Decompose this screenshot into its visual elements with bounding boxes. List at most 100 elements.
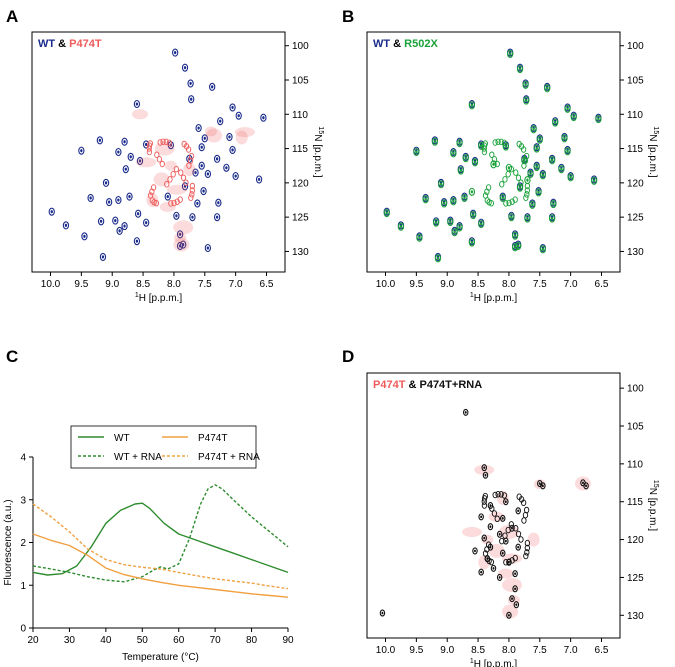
peak-r502x — [462, 154, 469, 163]
peak-wt — [102, 178, 110, 187]
peak-core-r502x — [550, 216, 554, 221]
peak-wt — [209, 82, 216, 91]
peak-p474t — [173, 237, 190, 252]
panel-a-title-amp: & — [55, 38, 69, 50]
peak-r502x — [511, 231, 519, 240]
peak-wt — [127, 152, 134, 161]
peak-wt — [97, 217, 105, 226]
peak-core-r502x — [541, 247, 545, 251]
peak-r502x — [432, 218, 440, 227]
peak-core-p474t-rna — [473, 549, 476, 553]
panel-c-letter: C — [6, 347, 18, 366]
panel-b-title: WT & R502X — [373, 38, 438, 50]
peak-p474t-rna — [512, 585, 518, 593]
peak-cluster — [484, 188, 490, 196]
peak-cluster — [159, 160, 165, 168]
peak-wt — [112, 216, 119, 225]
peak-r502x — [471, 158, 479, 167]
peak-core-wt — [117, 198, 120, 202]
peak-r502x — [533, 144, 540, 153]
y-axis-label: 15N [p.p.m.] — [647, 480, 659, 531]
legend-label-p474t: P474T — [198, 433, 227, 444]
peak-p474t — [174, 232, 187, 243]
y-axis-label: Fluorescence (a.u.) — [3, 499, 14, 585]
peak-cluster — [185, 146, 192, 153]
x-tick-label: 8.5 — [471, 279, 485, 290]
peak-cluster — [177, 196, 183, 203]
peak-r502x — [533, 163, 540, 172]
peak-cluster — [491, 510, 498, 517]
peak-core-r502x — [572, 115, 575, 119]
peak-r502x — [468, 101, 476, 110]
peak-cluster — [188, 152, 195, 160]
panel-d-frame — [366, 372, 621, 639]
peak-wt — [164, 192, 171, 201]
panel-b-title-amp: & — [390, 38, 404, 50]
peak-cluster — [174, 198, 180, 205]
peak-core-wt — [118, 229, 121, 233]
peak-cluster — [521, 517, 527, 524]
peak-core-r502x — [510, 215, 513, 219]
peak-r502x — [558, 165, 565, 174]
peak-cluster — [523, 194, 529, 201]
y-tick-label: 1 — [20, 581, 26, 592]
peak-p474t-rna — [506, 611, 512, 619]
peak-cluster — [503, 559, 509, 566]
peak-cluster — [502, 532, 508, 539]
x-tick-label: 20 — [27, 635, 39, 646]
peak-wt — [187, 79, 194, 88]
peak-cluster — [189, 191, 195, 198]
peak-r502x — [416, 233, 423, 242]
peak-wt — [217, 117, 224, 126]
peak-r502x — [490, 160, 497, 169]
peak-cluster — [501, 139, 508, 147]
peak-cluster — [512, 554, 518, 562]
peak-r502x — [529, 200, 536, 209]
peak-core-p474t-rna — [581, 481, 584, 485]
peak-core-r502x — [546, 86, 549, 90]
peak-core-r502x — [554, 120, 557, 125]
peak-r502x — [383, 208, 390, 218]
peak-cluster — [512, 196, 518, 203]
peak-core-r502x — [439, 182, 443, 186]
peak-core-r502x — [470, 190, 474, 194]
peak-p474t-rna — [487, 523, 494, 531]
x-tick-label: 7.0 — [564, 279, 578, 290]
panel-c: C 20 30 40 50 60 70 80 90 0 1 2 3 4 Temperature (°C) F… — [3, 347, 294, 663]
peak-core-r502x — [569, 175, 572, 179]
peak-core-wt — [123, 140, 126, 144]
peak-core-wt — [206, 172, 210, 176]
peak-core-p474t-rna — [585, 484, 588, 488]
peak-wt — [173, 211, 180, 220]
panel-d: D P474T & P474T+RNA 10.0 9.5 9.0 8.5 8.0 7.5 7… — [342, 347, 659, 667]
peak-r502x — [431, 137, 439, 146]
peak-r502x — [561, 134, 568, 143]
peak-core-r502x — [479, 222, 483, 226]
peak-core-r502x — [566, 107, 569, 111]
peak-p474t-rna — [540, 482, 546, 490]
peak-r502x — [511, 243, 519, 252]
peak-core-r502x — [449, 220, 452, 224]
peak-wt — [176, 230, 184, 239]
peak-cluster — [492, 491, 498, 499]
y-tick-label: 0 — [20, 624, 26, 635]
x-tick-label: 9.0 — [440, 279, 454, 290]
peak-core-wt — [202, 189, 205, 193]
peak-core-wt — [189, 81, 192, 85]
peak-p474t-rna — [490, 564, 497, 572]
peak-wt — [194, 199, 201, 208]
peak-core-r502x — [538, 138, 541, 142]
peak-cluster — [484, 546, 490, 553]
peak-core-wt — [203, 136, 206, 140]
peak-core-r502x — [525, 99, 528, 103]
x-tick-label: 6.5 — [595, 645, 609, 656]
peak-core-r502x — [566, 149, 569, 153]
peak-core-wt — [104, 181, 108, 185]
peak-cluster — [157, 139, 163, 146]
peak-cluster — [506, 199, 512, 207]
peak-cluster — [156, 155, 163, 163]
legend-label-wt: WT — [114, 433, 130, 444]
peak-wt — [136, 156, 144, 165]
peak-core-r502x — [518, 186, 522, 190]
peak-core-wt — [194, 171, 197, 175]
